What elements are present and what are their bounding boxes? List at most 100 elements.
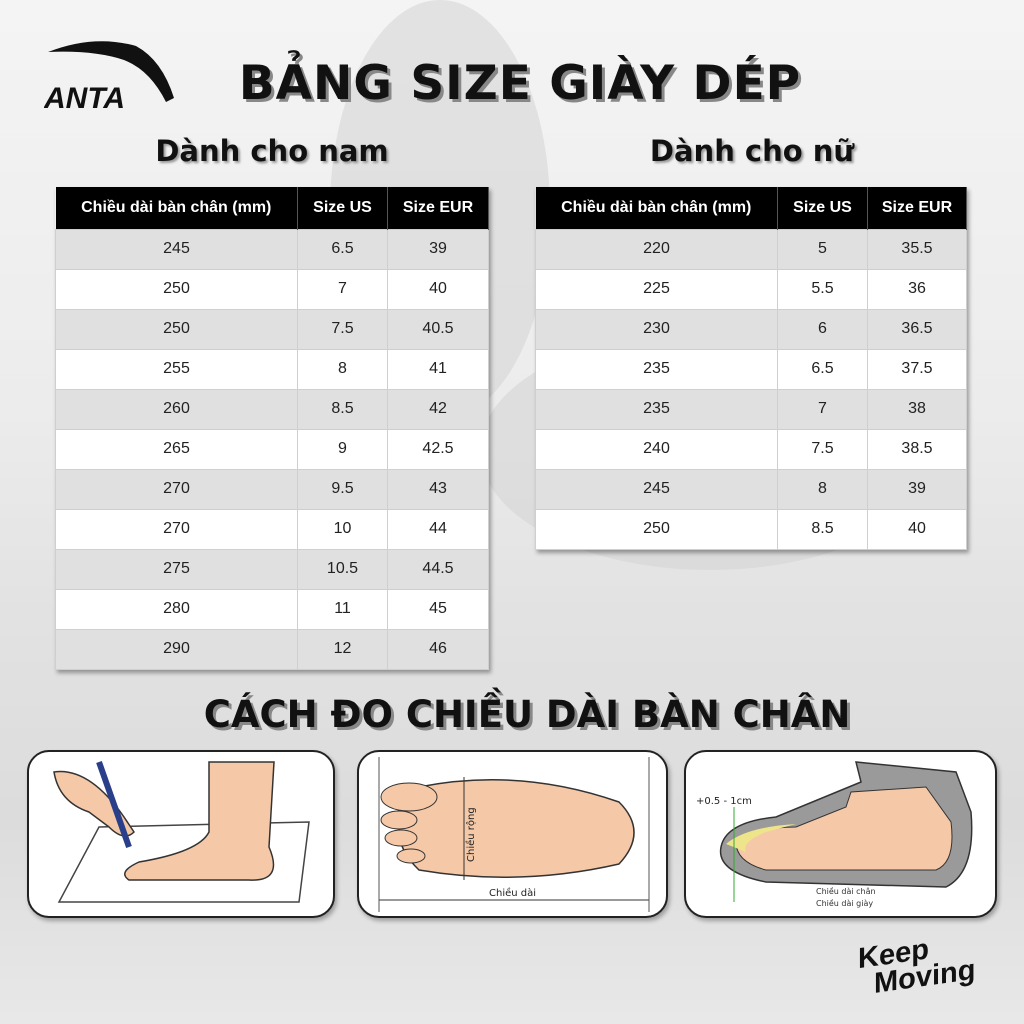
table-cell: 250	[55, 268, 298, 310]
table-row: 220 5 35.5	[535, 228, 967, 270]
column-header: Chiều dài bàn chân (mm)	[535, 187, 778, 229]
table-cell: 6.5	[297, 228, 388, 270]
table-cell: 275	[55, 548, 298, 590]
table-cell: 7.5	[777, 428, 868, 470]
table-cell: 270	[55, 468, 298, 510]
table-cell: 8	[297, 348, 388, 390]
table-cell: 36	[867, 268, 967, 310]
table-cell: 39	[867, 468, 967, 510]
foot-length-label: Chiều dài chân	[816, 886, 876, 896]
table-cell: 8.5	[777, 508, 868, 550]
table-cell: 46	[387, 628, 489, 670]
table-cell: 41	[387, 348, 489, 390]
table-cell: 265	[55, 428, 298, 470]
column-header: Size EUR	[867, 187, 967, 229]
table-row: 290 12 46	[55, 628, 489, 670]
women-heading: Dành cho nữ	[649, 134, 855, 168]
table-cell: 40.5	[387, 308, 489, 350]
table-cell: 11	[297, 588, 388, 630]
table-cell: 235	[535, 348, 778, 390]
table-cell: 235	[535, 388, 778, 430]
keep-moving-slogan: Keep Moving	[858, 930, 976, 1001]
column-header: Chiều dài bàn chân (mm)	[55, 187, 298, 229]
table-cell: 250	[535, 508, 778, 550]
table-cell: 270	[55, 508, 298, 550]
table-cell: 36.5	[867, 308, 967, 350]
table-row: 250 7.5 40.5	[55, 308, 489, 350]
table-cell: 44.5	[387, 548, 489, 590]
table-cell: 38	[867, 388, 967, 430]
table-cell: 260	[55, 388, 298, 430]
table-cell: 38.5	[867, 428, 967, 470]
table-row: 245 8 39	[535, 468, 967, 510]
table-cell: 240	[535, 428, 778, 470]
table-cell: 8.5	[297, 388, 388, 430]
table-cell: 5	[777, 228, 868, 270]
table-cell: 220	[535, 228, 778, 270]
table-cell: 37.5	[867, 348, 967, 390]
table-row: 235 7 38	[535, 388, 967, 430]
table-cell: 230	[535, 308, 778, 350]
table-row: 240 7.5 38.5	[535, 428, 967, 470]
table-row: 225 5.5 36	[535, 268, 967, 310]
table-cell: 39	[387, 228, 489, 270]
column-header: Size EUR	[387, 187, 489, 229]
table-cell: 6	[777, 308, 868, 350]
table-cell: 12	[297, 628, 388, 670]
svg-text:ANTA: ANTA	[44, 82, 125, 112]
women-size-table: Chiều dài bàn chân (mm) Size US Size EUR…	[535, 187, 967, 550]
shoe-fit-illustration: +0.5 - 1cm Chiều dài chân Chiều dài giày	[696, 761, 973, 908]
table-cell: 245	[55, 228, 298, 270]
table-cell: 280	[55, 588, 298, 630]
table-cell: 40	[387, 268, 489, 310]
table-row: 245 6.5 39	[55, 228, 489, 270]
panel-shoe-fit: +0.5 - 1cm Chiều dài chân Chiều dài giày	[684, 750, 997, 918]
measure-heading: CÁCH ĐO CHIỀU DÀI BÀN CHÂN	[203, 693, 851, 736]
width-label: Chiều rộng	[465, 807, 477, 862]
table-cell: 6.5	[777, 348, 868, 390]
table-cell: 9.5	[297, 468, 388, 510]
table-cell: 9	[297, 428, 388, 470]
table-cell: 250	[55, 308, 298, 350]
table-cell: 45	[387, 588, 489, 630]
men-heading: Dành cho nam	[155, 134, 389, 168]
table-cell: 7.5	[297, 308, 388, 350]
table-cell: 8	[777, 468, 868, 510]
foot-top-view-illustration: Chiều rộng Chiều dài	[378, 757, 650, 912]
table-cell: 10	[297, 508, 388, 550]
table-row: 235 6.5 37.5	[535, 348, 967, 390]
table-cell: 290	[55, 628, 298, 670]
table-cell: 7	[297, 268, 388, 310]
table-row: 275 10.5 44.5	[55, 548, 489, 590]
panel-foot-dimensions: Chiều rộng Chiều dài	[357, 750, 668, 918]
men-size-table: Chiều dài bàn chân (mm) Size US Size EUR…	[55, 187, 489, 670]
page-title: BẢNG SIZE GIÀY DÉP	[238, 56, 802, 111]
panel-trace-foot	[27, 750, 335, 918]
table-cell: 225	[535, 268, 778, 310]
column-header: Size US	[297, 187, 388, 229]
table-cell: 245	[535, 468, 778, 510]
table-row: 280 11 45	[55, 588, 489, 630]
table-row: 270 9.5 43	[55, 468, 489, 510]
table-row: 230 6 36.5	[535, 308, 967, 350]
column-header: Size US	[777, 187, 868, 229]
table-cell: 255	[55, 348, 298, 390]
table-cell: 44	[387, 508, 489, 550]
table-cell: 10.5	[297, 548, 388, 590]
table-cell: 42	[387, 388, 489, 430]
table-row: 260 8.5 42	[55, 388, 489, 430]
table-cell: 7	[777, 388, 868, 430]
table-cell: 42.5	[387, 428, 489, 470]
table-row: 270 10 44	[55, 508, 489, 550]
table-row: 255 8 41	[55, 348, 489, 390]
length-label: Chiều dài	[489, 887, 536, 899]
table-row: 265 9 42.5	[55, 428, 489, 470]
shoe-length-label: Chiều dài giày	[816, 898, 873, 908]
anta-logo: ANTA	[44, 41, 174, 112]
foot-tracing-illustration	[53, 761, 310, 903]
allowance-label: +0.5 - 1cm	[696, 796, 752, 807]
table-row: 250 7 40	[55, 268, 489, 310]
table-cell: 35.5	[867, 228, 967, 270]
table-cell: 43	[387, 468, 489, 510]
table-cell: 5.5	[777, 268, 868, 310]
